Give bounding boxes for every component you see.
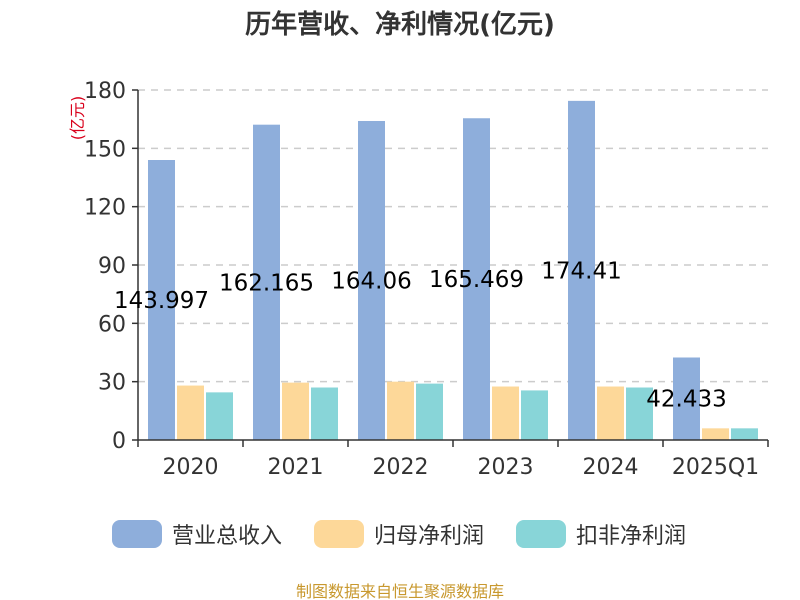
- x-tick-label: 2022: [373, 455, 429, 480]
- x-tick-label: 2023: [478, 455, 534, 480]
- footer-source: 制图数据来自恒生聚源数据库: [296, 582, 504, 600]
- y-tick-label: 0: [112, 429, 126, 454]
- data-label: 162.165: [219, 270, 314, 296]
- data-labels: 143.997 162.165 164.06 165.469 174.41 42.433: [114, 258, 727, 412]
- legend-swatch: [314, 520, 364, 548]
- y-tick-label: 150: [84, 137, 126, 162]
- x-tick-label: 2020: [163, 455, 219, 480]
- bar: [253, 124, 280, 440]
- bar: [206, 392, 233, 440]
- bar: [416, 383, 443, 440]
- legend-label: 扣非净利润: [576, 524, 686, 549]
- bar: [597, 386, 624, 440]
- bar: [731, 428, 758, 440]
- legend: 营业总收入 归母净利润 扣非净利润: [112, 520, 686, 549]
- data-label: 165.469: [429, 267, 524, 293]
- bar: [177, 385, 204, 440]
- bar: [282, 382, 309, 440]
- bar: [358, 120, 385, 440]
- bar: [702, 428, 729, 440]
- bar: [148, 160, 175, 440]
- x-tick-label: 2025Q1: [672, 455, 759, 480]
- y-tick-label: 30: [98, 371, 126, 396]
- data-label: 42.433: [646, 387, 726, 413]
- bar: [492, 386, 519, 440]
- bar: [626, 387, 653, 440]
- data-label: 174.41: [541, 258, 621, 284]
- legend-swatch: [112, 520, 162, 548]
- bar: [311, 387, 338, 440]
- y-tick-label: 90: [98, 254, 126, 279]
- axes: 0 30 60 90 120 150 180 2020 2021 2022 2023 2024 2025…: [84, 79, 769, 480]
- bars: [148, 100, 758, 440]
- y-tick-label: 60: [98, 312, 126, 337]
- gridlines: [138, 89, 768, 383]
- legend-label: 归母净利润: [374, 524, 484, 549]
- chart-title: 历年营收、净利情况(亿元): [245, 9, 555, 40]
- y-tick-label: 180: [84, 79, 126, 104]
- bar: [673, 357, 700, 440]
- bar: [463, 118, 490, 440]
- y-tick-label: 120: [84, 196, 126, 221]
- x-tick-label: 2021: [268, 455, 324, 480]
- y-unit-label: (亿元): [68, 96, 87, 141]
- bar: [521, 390, 548, 440]
- bar: [387, 381, 414, 440]
- bar: [568, 100, 595, 440]
- data-label: 143.997: [114, 288, 209, 314]
- data-label: 164.06: [331, 268, 411, 294]
- legend-swatch: [516, 520, 566, 548]
- x-tick-label: 2024: [583, 455, 639, 480]
- legend-label: 营业总收入: [172, 524, 282, 549]
